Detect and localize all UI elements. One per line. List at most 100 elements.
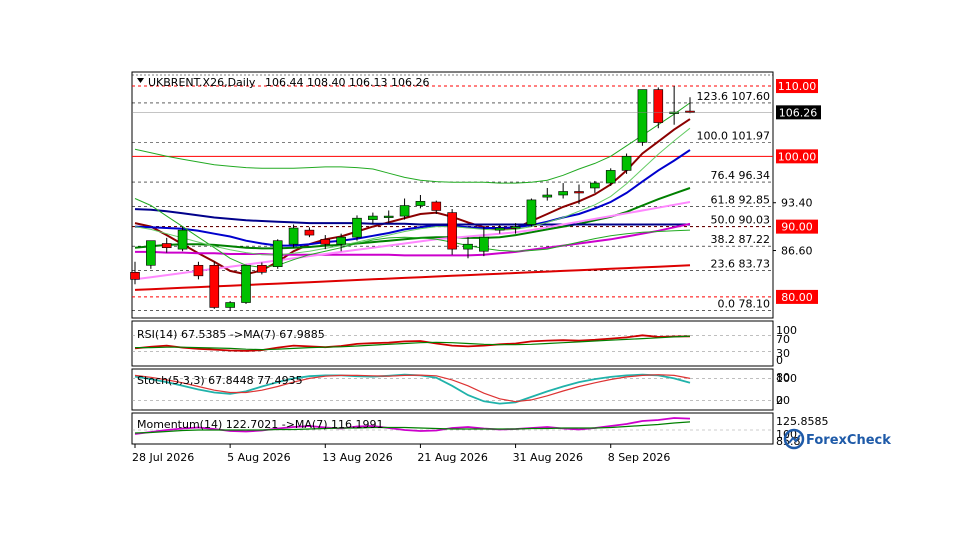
ohlc-header: 106.44 108.40 106.13 106.26 — [265, 76, 429, 89]
indicator-y-label: 0 — [776, 354, 783, 367]
candle-body — [479, 236, 489, 252]
candle-body — [621, 156, 632, 171]
price-overlay-line — [134, 149, 691, 247]
x-tick-label: 21 Aug 2026 — [417, 451, 487, 464]
candle-body — [494, 227, 505, 231]
x-tick-label: 28 Jul 2026 — [132, 451, 194, 464]
candle-body — [272, 240, 283, 267]
candle-body — [463, 243, 473, 250]
level-tag-label: 80.00 — [781, 291, 813, 304]
price-overlay-line — [134, 208, 690, 226]
candle-body — [558, 191, 568, 196]
forexcheck-logo: ForexCheck — [783, 428, 891, 450]
level-tag-label: 110.00 — [778, 80, 817, 93]
logo-text-check: Check — [847, 433, 891, 448]
fib-label-bg — [695, 170, 770, 182]
candle-body — [510, 226, 521, 229]
indicator-panel-frame — [131, 320, 774, 367]
level-tag — [776, 219, 818, 234]
fib-level-label: 61.8 92.85 — [711, 194, 770, 207]
candle-body — [383, 215, 394, 218]
price-overlay-line — [134, 127, 691, 256]
level-tag — [776, 149, 818, 164]
y-tick-label: 86.60 — [781, 245, 813, 258]
fib-level-label: 23.6 83.73 — [711, 258, 770, 271]
candle-body — [637, 89, 648, 143]
svg-text:ForexCheck: ForexCheck — [806, 433, 891, 448]
fib-label-bg — [695, 130, 770, 142]
candle-body — [399, 205, 410, 217]
fib-label-bg — [695, 214, 770, 226]
candle-body — [320, 238, 331, 245]
fib-label-bg — [695, 234, 770, 246]
indicator-y-label: 80 — [776, 371, 790, 384]
price-overlay-line — [134, 198, 691, 268]
triangle-down-icon — [137, 78, 144, 83]
candle-body — [605, 170, 616, 184]
candle-body — [431, 201, 442, 211]
price-panel-header: UKBRENT.X26,Daily 106.44 108.40 106.13 1… — [137, 76, 429, 89]
last-price-label: 106.26 — [779, 106, 818, 119]
y-tick-label: 93.40 — [781, 197, 813, 210]
level-tag-label: 100.00 — [778, 150, 817, 163]
candle-body — [415, 201, 426, 206]
fib-label-bg — [695, 194, 770, 206]
indicator-y-label: 100 — [776, 372, 797, 385]
candle-body — [193, 264, 204, 277]
x-tick-label: 8 Sep 2026 — [608, 451, 671, 464]
logo-arrow-icon — [788, 434, 801, 444]
price-panel-frame — [131, 71, 774, 319]
price-overlay-line — [134, 118, 691, 276]
x-tick-label: 13 Aug 2026 — [322, 451, 392, 464]
indicator-line — [134, 421, 691, 434]
price-panel: 110.00 100.00 90.00 80.00 123.6 107.60 100.0 … — [130, 71, 821, 319]
fib-label-bg — [695, 298, 770, 310]
price-overlay-line — [134, 264, 691, 291]
logo-text-forex: Forex — [806, 433, 848, 448]
candle-body — [130, 272, 140, 280]
candle-body — [574, 191, 584, 194]
candle-body — [177, 229, 188, 250]
candle-body — [257, 264, 267, 273]
candle-body — [542, 194, 553, 198]
level-tag-label: 90.00 — [781, 221, 813, 234]
symbol-header: UKBRENT.X26,Daily — [148, 76, 256, 89]
stoch-header: Stoch(5,3,3) 67.8448 77.4935 — [137, 374, 303, 387]
fib-label-bg — [695, 90, 770, 102]
indicator-y-label: 20 — [776, 394, 790, 407]
price-overlay-line — [135, 222, 691, 257]
candle-body — [352, 217, 362, 238]
fib-label-bg — [695, 258, 770, 270]
candle-body — [146, 240, 156, 266]
fib-level-label: 76.4 96.34 — [711, 169, 770, 182]
candle-body — [288, 227, 299, 245]
logo-ring-icon — [783, 428, 805, 450]
price-overlay-line — [134, 201, 691, 281]
candle-body — [526, 199, 537, 225]
indicator-y-label: 0 — [776, 394, 783, 407]
last-price-tag — [776, 105, 821, 120]
indicator-line — [135, 335, 691, 351]
candle-body — [161, 243, 172, 249]
x-tick-label: 5 Aug 2026 — [227, 451, 290, 464]
fib-level-label: 0.0 78.10 — [718, 297, 770, 310]
indicator-y-label: 100 — [776, 324, 797, 337]
indicator-y-label: 30 — [776, 347, 790, 360]
indicator-panel-frame — [131, 368, 774, 411]
fib-level-label: 50.0 90.03 — [711, 213, 770, 226]
candle-body — [653, 89, 664, 123]
rsi-header: RSI(14) 67.5385 ->MA(7) 67.9885 — [137, 328, 325, 341]
fib-level-label: 123.6 107.60 — [697, 90, 770, 103]
level-tag — [776, 289, 818, 304]
indicator-line — [134, 374, 691, 403]
candle-body — [447, 212, 457, 250]
level-tag — [776, 79, 818, 94]
candle-body — [209, 264, 220, 308]
x-tick-label: 31 Aug 2026 — [513, 451, 583, 464]
candle-body — [590, 182, 600, 189]
x-axis: 28 Jul 2026 5 Aug 2026 13 Aug 2026 21 Aug 2… — [132, 444, 670, 464]
price-overlay-line — [134, 102, 691, 184]
